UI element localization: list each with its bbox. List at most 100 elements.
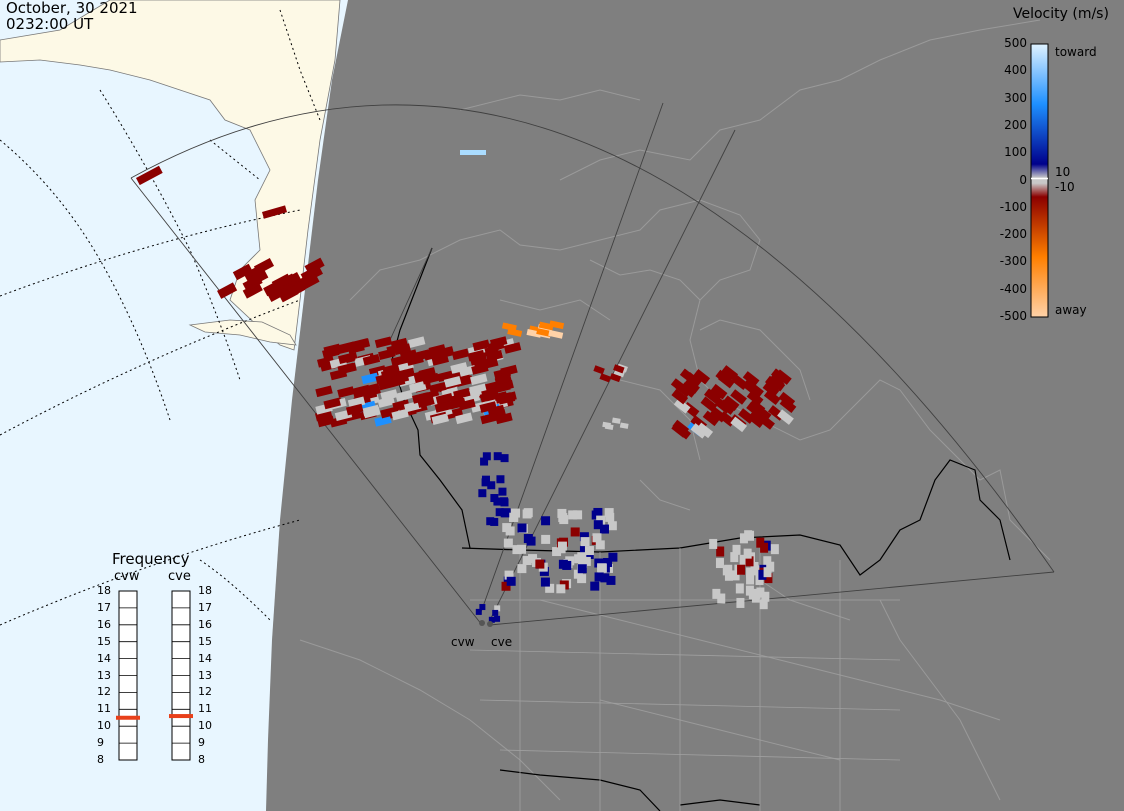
frequency-tick-label: 18 xyxy=(198,584,212,597)
velocity-cell xyxy=(323,397,341,410)
velocity-tick-label: 100 xyxy=(1004,145,1027,160)
velocity-cell xyxy=(724,564,733,575)
velocity-cell xyxy=(673,398,691,414)
velocity-cell xyxy=(487,340,505,352)
frequency-tick-label: 9 xyxy=(198,736,205,750)
velocity-cell xyxy=(736,597,745,608)
velocity-cell xyxy=(710,383,728,400)
velocity-cell xyxy=(756,537,765,548)
frequency-radar-name-cvw: cvw xyxy=(114,569,140,584)
velocity-cell xyxy=(299,273,320,291)
velocity-cell xyxy=(501,581,511,591)
frequency-indicator-cve xyxy=(169,714,193,719)
velocity-tick-label: 200 xyxy=(1004,117,1027,132)
velocity-cell xyxy=(517,564,527,574)
velocity-cell xyxy=(599,524,609,534)
velocity-cell xyxy=(500,498,509,507)
velocity-cell xyxy=(493,381,511,394)
velocity-cell xyxy=(597,563,607,573)
velocity-cell xyxy=(474,358,493,370)
velocity-cell xyxy=(395,390,413,402)
velocity-cell xyxy=(455,412,473,425)
velocity-cell xyxy=(710,406,727,423)
site-marker-cve xyxy=(487,621,493,627)
velocity-cell xyxy=(522,556,532,566)
velocity-cell xyxy=(712,588,721,599)
velocity-cell xyxy=(493,497,502,506)
frequency-tick-label: 12 xyxy=(198,685,212,699)
velocity-cell xyxy=(232,263,253,281)
daylight-land-alaska xyxy=(0,0,341,351)
velocity-cell xyxy=(443,376,462,388)
velocity-cell xyxy=(517,523,527,533)
velocity-cell xyxy=(670,378,688,394)
velocity-cell xyxy=(592,533,602,543)
velocity-cell xyxy=(362,353,381,366)
velocity-cell xyxy=(556,584,566,594)
velocity-cell xyxy=(495,412,513,425)
velocity-cell xyxy=(504,570,514,580)
velocity-cell xyxy=(591,510,601,520)
velocity-cell xyxy=(611,417,621,424)
velocity-cell xyxy=(702,410,720,427)
velocity-cell xyxy=(417,396,435,408)
velocity-cell xyxy=(434,401,453,413)
velocity-cell xyxy=(285,281,306,299)
velocity-cell xyxy=(374,414,392,427)
velocity-cell xyxy=(758,414,775,430)
velocity-cell xyxy=(480,412,498,425)
velocity-cell xyxy=(579,545,589,555)
velocity-cell xyxy=(747,382,764,398)
velocity-cell xyxy=(779,397,797,414)
velocity-cell xyxy=(761,591,770,602)
velocity-cell xyxy=(386,343,404,356)
velocity-cell xyxy=(693,369,711,385)
velocity-cell xyxy=(540,577,550,587)
velocity-cell xyxy=(317,415,335,428)
velocity-cell xyxy=(594,572,604,582)
frequency-tick-label: 11 xyxy=(97,702,111,716)
velocity-cell xyxy=(722,395,740,412)
velocity-cell xyxy=(737,564,746,575)
velocity-cell xyxy=(607,521,617,531)
velocity-cell xyxy=(716,546,725,557)
velocity-cell xyxy=(243,265,264,282)
velocity-cell xyxy=(704,388,721,404)
velocity-cell xyxy=(595,540,605,550)
velocity-cell xyxy=(746,401,763,418)
velocity-cell xyxy=(488,616,495,623)
velocity-cell xyxy=(460,150,486,155)
frequency-tick-label: 13 xyxy=(97,668,111,682)
velocity-cell xyxy=(498,487,507,496)
velocity-cell xyxy=(421,372,440,385)
velocity-cell xyxy=(746,567,755,578)
velocity-cell xyxy=(743,548,752,559)
velocity-cell xyxy=(770,544,779,555)
velocity-cell xyxy=(453,387,471,400)
graticule xyxy=(0,9,321,626)
velocity-cell xyxy=(718,399,736,415)
frequency-indicator-cvw xyxy=(116,715,140,720)
velocity-colorbar xyxy=(1030,43,1049,318)
velocity-cell xyxy=(323,343,341,356)
velocity-cell xyxy=(608,552,618,562)
velocity-cell xyxy=(506,576,516,586)
frequency-tick-label: 12 xyxy=(97,685,111,699)
velocity-cell xyxy=(690,423,708,439)
velocity-cell xyxy=(345,403,364,416)
velocity-cell xyxy=(777,409,794,425)
velocity-cell xyxy=(217,282,238,299)
velocity-tick-label: 500 xyxy=(1004,36,1027,50)
velocity-cell xyxy=(565,556,575,566)
velocity-cell xyxy=(481,478,490,487)
velocity-tick-label: -300 xyxy=(999,254,1027,269)
velocity-cell xyxy=(403,400,422,413)
velocity-cell xyxy=(599,373,611,383)
velocity-cell xyxy=(363,406,381,419)
velocity-cell xyxy=(768,375,786,392)
velocity-cell xyxy=(739,554,748,565)
velocity-cell xyxy=(613,364,625,374)
velocity-cell xyxy=(671,388,689,405)
